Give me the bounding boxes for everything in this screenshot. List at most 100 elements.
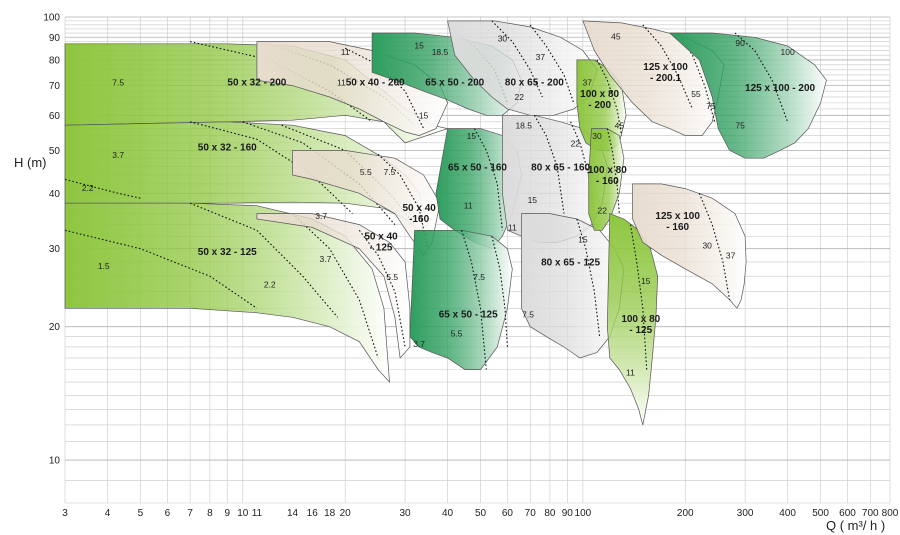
- power-curve: [533, 115, 565, 214]
- y-tick-label: 100: [43, 13, 60, 24]
- power-curve: [491, 236, 508, 348]
- zone-label: 125 x 100 - 200: [745, 83, 815, 94]
- power-curve: [189, 202, 339, 318]
- x-tick-label: 9: [224, 508, 230, 519]
- zone-area: [256, 213, 411, 359]
- zone-label: 80 x 65 - 200: [505, 78, 564, 89]
- x-tick-label: 40: [442, 508, 454, 519]
- power-label: 7.5: [112, 78, 124, 88]
- x-tick-label: 800: [882, 508, 899, 519]
- power-curve: [629, 224, 648, 370]
- power-label: 11: [626, 368, 635, 378]
- x-tick-label: 300: [737, 508, 754, 519]
- zone-area: [64, 202, 390, 383]
- power-label: 2.2: [264, 280, 276, 290]
- power-label: 5.5: [386, 272, 398, 282]
- power-curve: [606, 128, 620, 214]
- power-label: 11: [341, 47, 350, 57]
- power-curve: [698, 193, 731, 300]
- power-label: 3.7: [315, 211, 327, 221]
- power-label: 37: [726, 251, 736, 261]
- x-tick-label: 200: [677, 508, 694, 519]
- y-axis-label: H (m): [14, 155, 47, 170]
- power-label: 30: [702, 241, 712, 251]
- power-curve: [344, 47, 425, 129]
- x-tick-label: 600: [839, 508, 856, 519]
- power-label: 100: [781, 47, 795, 57]
- zone-label: 50 x 40 -160: [402, 203, 436, 225]
- power-label: 18.5: [432, 47, 449, 57]
- x-tick-label: 20: [340, 508, 352, 519]
- power-curve: [576, 218, 601, 337]
- zone-label: 50 x 40 - 200: [346, 78, 405, 89]
- zone-label: 100 x 80- 125: [621, 314, 660, 336]
- zone-label: 50 x 32 - 125: [198, 247, 257, 258]
- x-tick-label: 4: [105, 508, 111, 519]
- power-label: 15: [641, 276, 651, 286]
- x-tick-label: 30: [400, 508, 412, 519]
- power-label: 30: [592, 131, 602, 141]
- power-label: 18.5: [515, 121, 532, 131]
- power-curve: [677, 32, 716, 122]
- zone-area: [447, 20, 598, 116]
- power-curve: [242, 121, 396, 225]
- zone-label: 100 x 80- 200: [580, 89, 619, 111]
- power-label: 22: [598, 206, 608, 216]
- zone-label: 65 x 50 - 200: [425, 78, 484, 89]
- power-label: 2.2: [82, 183, 94, 193]
- power-label: 3.7: [112, 150, 124, 160]
- power-curve: [491, 20, 543, 98]
- power-curve: [189, 121, 353, 214]
- x-tick-label: 60: [502, 508, 514, 519]
- y-tick-label: 40: [49, 189, 61, 200]
- x-tick-label: 18: [324, 508, 336, 519]
- power-label: 37: [583, 78, 593, 88]
- power-curve: [642, 24, 694, 110]
- x-tick-label: 8: [207, 508, 213, 519]
- zone-label: 80 x 65 - 160: [531, 163, 590, 174]
- power-label: 45: [611, 31, 621, 41]
- x-tick-label: 400: [779, 508, 796, 519]
- power-label: 22: [515, 92, 525, 102]
- x-tick-label: 14: [287, 508, 299, 519]
- power-label: 75: [706, 101, 716, 111]
- power-label: 15: [414, 40, 424, 50]
- power-label: 30: [498, 34, 508, 44]
- power-label: 15: [528, 195, 538, 205]
- power-curve: [292, 213, 379, 359]
- x-tick-label: 80: [544, 508, 556, 519]
- x-tick-label: 50: [475, 508, 487, 519]
- x-tick-label: 700: [862, 508, 879, 519]
- y-tick-label: 20: [49, 322, 61, 333]
- x-tick-label: 10: [237, 508, 249, 519]
- zone-area: [632, 183, 747, 309]
- power-label: 7.5: [473, 272, 485, 282]
- x-tick-label: 16: [307, 508, 319, 519]
- zone-label: 50 x 32 - 200: [227, 78, 286, 89]
- power-label: 90: [735, 38, 745, 48]
- zone-label: 65 x 50 - 125: [439, 309, 498, 320]
- y-tick-label: 70: [49, 81, 61, 92]
- power-curve: [474, 128, 503, 231]
- x-tick-label: 500: [812, 508, 829, 519]
- y-tick-label: 30: [49, 244, 61, 255]
- power-label: 15: [578, 234, 588, 244]
- power-label: 7.5: [522, 309, 534, 319]
- power-label: 11: [508, 222, 517, 232]
- axes: 3 4 5 6 7 8 9 10 11 14 16 18 20 30 40 50 60 70 80 90 100 200 3…: [43, 13, 898, 520]
- power-label: 3.7: [320, 254, 332, 264]
- zone-label: 50 x 32 - 160: [198, 142, 257, 153]
- y-tick-label: 10: [49, 456, 61, 467]
- x-tick-label: 90: [562, 508, 574, 519]
- power-curve: [358, 229, 406, 348]
- power-label: 5.5: [451, 329, 463, 339]
- x-tick-label: 11: [252, 508, 263, 519]
- x-tick-label: 5: [138, 508, 144, 519]
- power-label: 11: [337, 78, 346, 88]
- zone-label: 125 x 100- 200.1: [643, 62, 688, 84]
- zone-area: [668, 32, 827, 159]
- y-tick-label: 80: [49, 55, 61, 66]
- y-tick-label: 90: [49, 33, 61, 44]
- power-label: 55: [691, 89, 701, 99]
